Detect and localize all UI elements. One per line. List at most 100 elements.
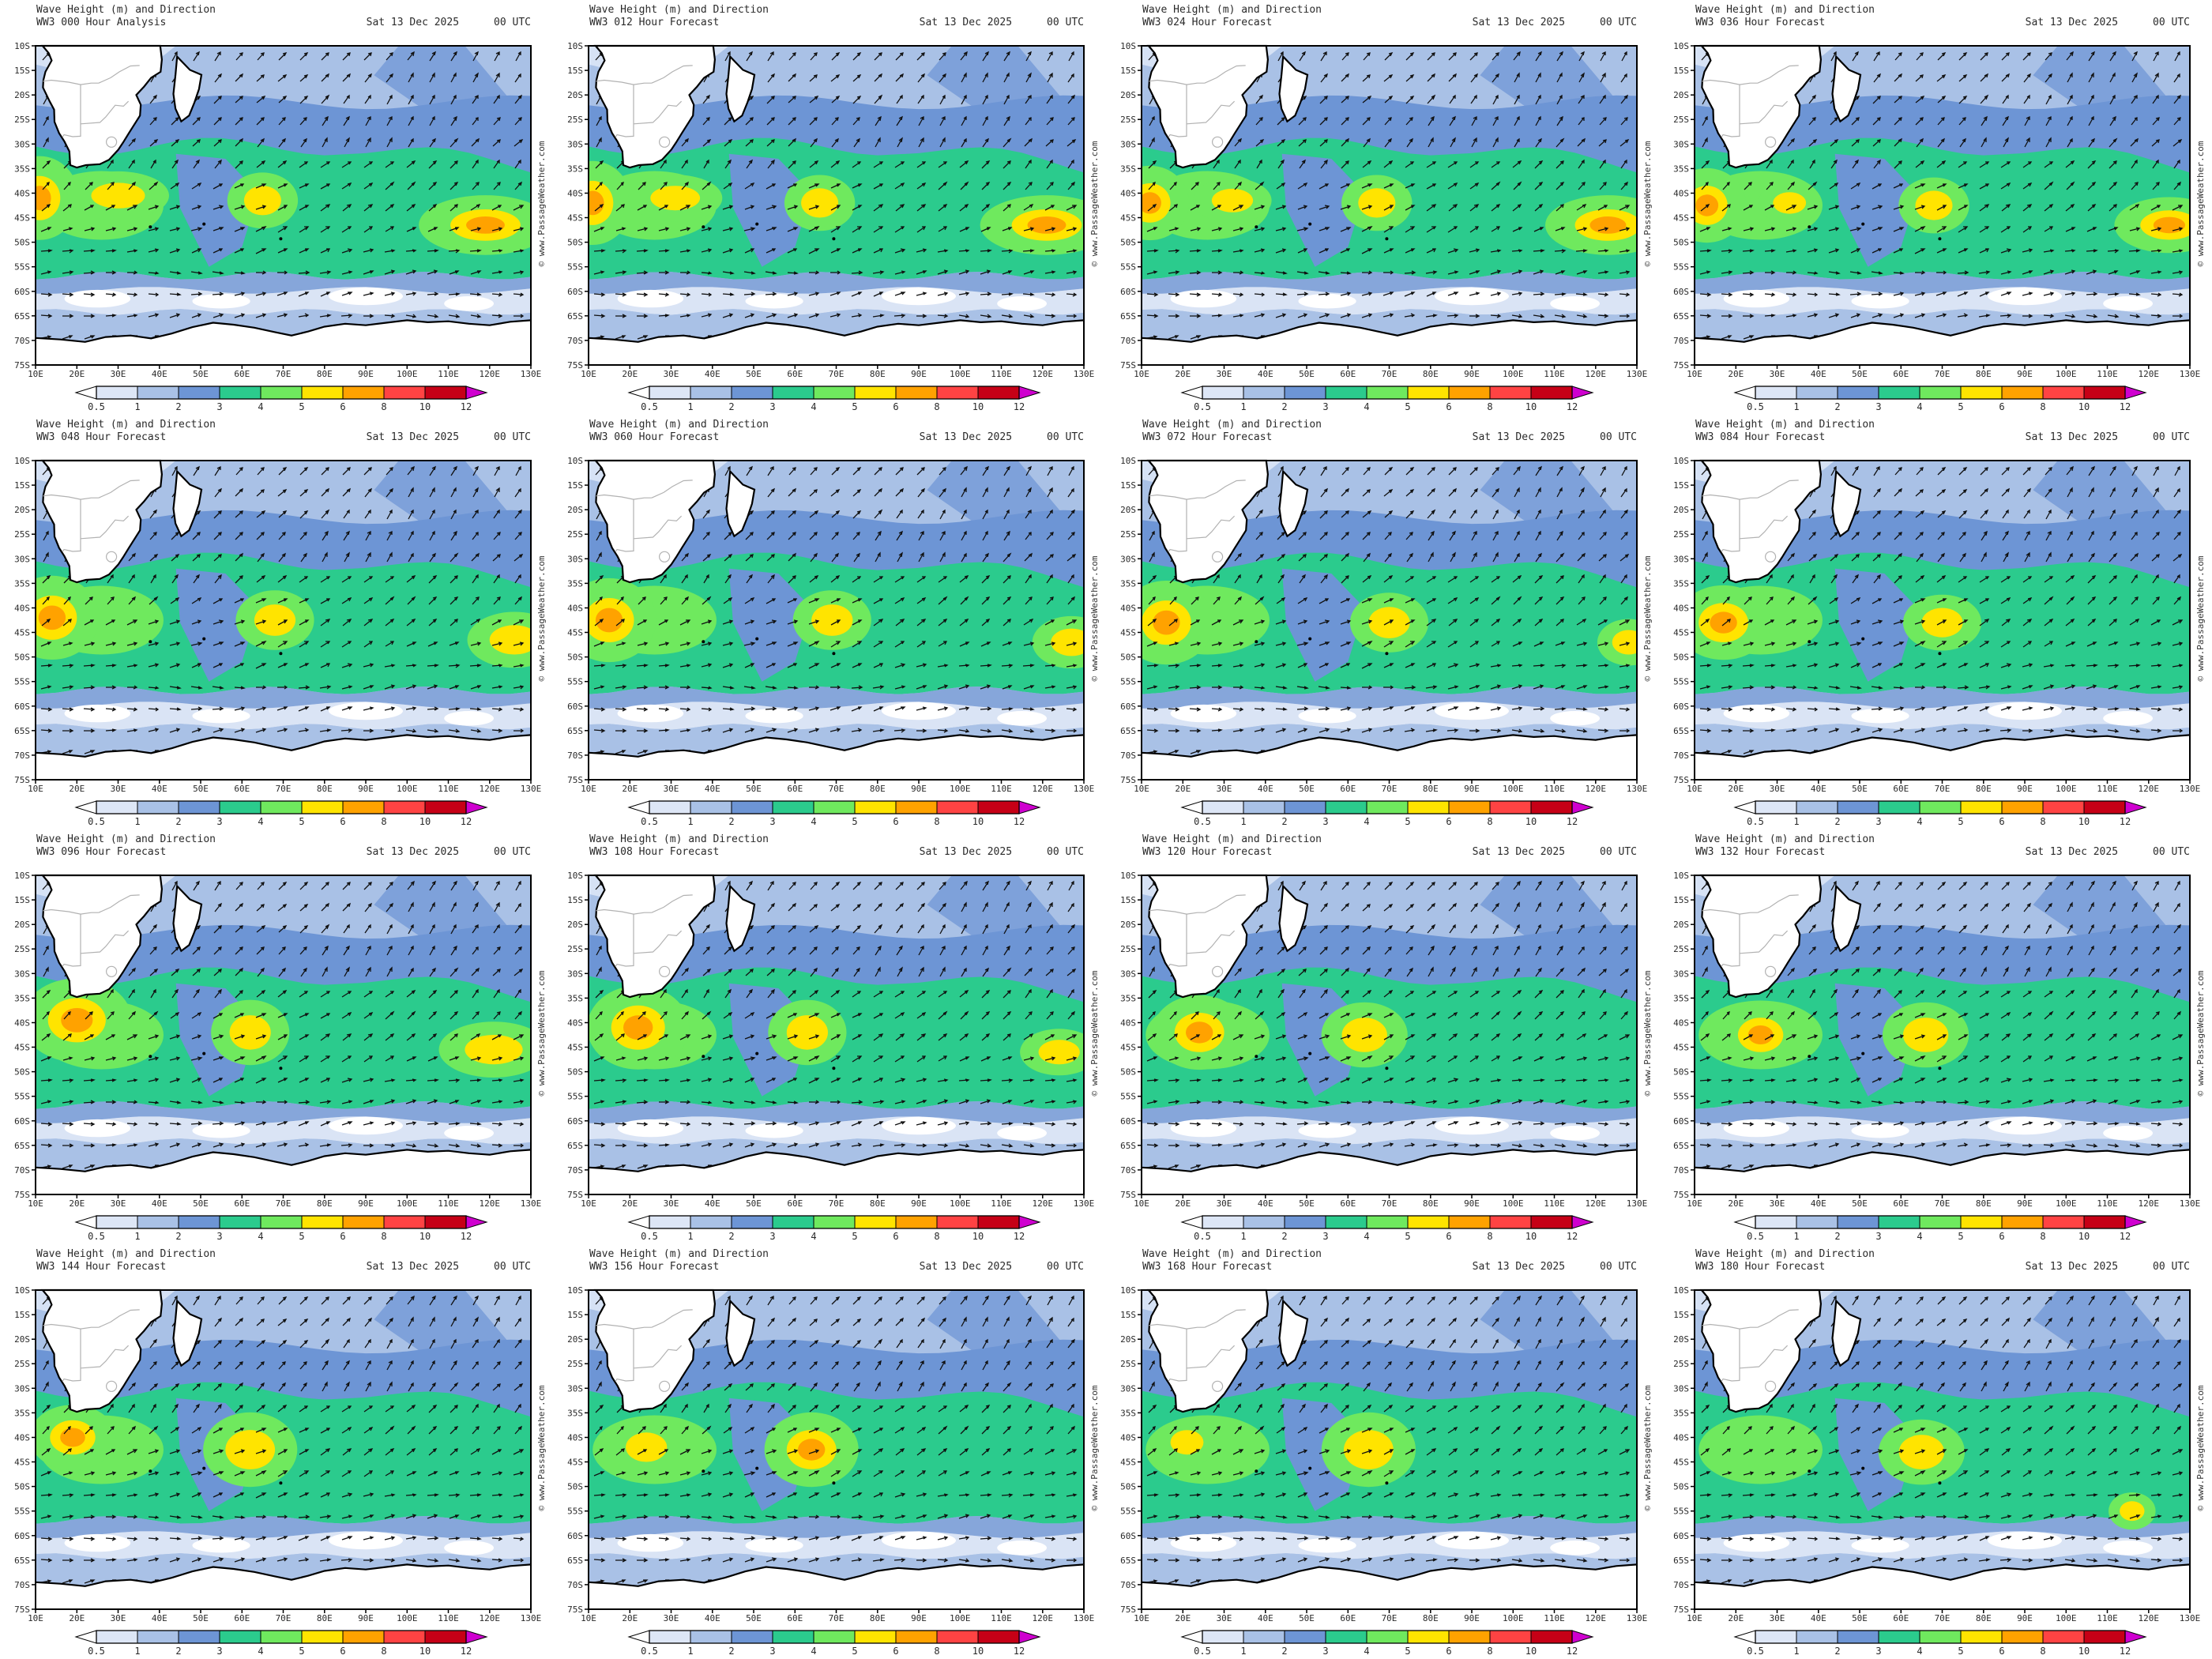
svg-text:60E: 60E	[1340, 369, 1356, 379]
svg-text:4: 4	[1917, 1646, 1922, 1657]
country-border	[651, 1309, 693, 1328]
svg-text:70S: 70S	[14, 1580, 30, 1590]
svg-text:80E: 80E	[317, 1613, 333, 1623]
forecast-hour-label: WW3 084 Hour Forecast	[1695, 431, 1826, 443]
svg-text:4: 4	[258, 816, 263, 827]
storm-blob	[1020, 1029, 1084, 1076]
storm-blob	[36, 575, 100, 660]
svg-text:20S: 20S	[1120, 920, 1136, 930]
country-border	[1186, 1345, 1236, 1369]
svg-text:35S: 35S	[14, 1408, 30, 1418]
country-border	[659, 136, 671, 148]
svg-text:0.5: 0.5	[88, 1646, 105, 1657]
forecast-hour-label: WW3 108 Hour Forecast	[589, 846, 720, 858]
country-border	[1765, 136, 1777, 148]
svg-text:0.5: 0.5	[1194, 401, 1211, 412]
lat-axis-labels: 10S 15S 20S 25S 30S 35S 40S 45S 50S 55S 60S 65S 70S 7…	[1120, 1285, 1142, 1615]
svg-text:50S: 50S	[1120, 1067, 1136, 1078]
svg-text:5: 5	[1958, 1231, 1963, 1242]
svg-text:20S: 20S	[14, 90, 30, 100]
svg-text:110E: 110E	[438, 784, 459, 794]
svg-text:50S: 50S	[1120, 1482, 1136, 1492]
forecast-hour-label: WW3 156 Hour Forecast	[589, 1261, 720, 1273]
land-madagascar	[172, 55, 203, 123]
svg-text:30E: 30E	[1217, 1613, 1232, 1623]
svg-text:90E: 90E	[1464, 1198, 1480, 1209]
forecast-panel: Wave Height (m) and Direction WW3 000 Ho…	[0, 0, 553, 415]
svg-text:10S: 10S	[1120, 41, 1136, 51]
svg-text:60E: 60E	[787, 784, 803, 794]
storm-blob	[67, 171, 169, 220]
land-madagascar	[725, 1299, 756, 1367]
svg-text:40E: 40E	[152, 1198, 167, 1209]
country-border	[106, 551, 118, 562]
svg-text:2: 2	[1834, 1646, 1840, 1657]
svg-text:30S: 30S	[1120, 139, 1136, 149]
lat-axis-labels: 10S 15S 20S 25S 30S 35S 40S 45S 50S 55S 60S 65S 70S 7…	[14, 1285, 36, 1615]
country-border	[1702, 1323, 1758, 1330]
svg-text:10S: 10S	[14, 871, 30, 881]
svg-text:120E: 120E	[480, 369, 501, 379]
svg-text:70S: 70S	[1673, 1580, 1689, 1590]
svg-text:12: 12	[461, 816, 472, 827]
lat-axis-labels: 10S 15S 20S 25S 30S 35S 40S 45S 50S 55S 60S 65S 70S 7…	[14, 41, 36, 371]
svg-text:100E: 100E	[397, 1613, 418, 1623]
country-border	[80, 100, 130, 125]
svg-text:100E: 100E	[1503, 369, 1524, 379]
svg-text:10: 10	[419, 816, 431, 827]
svg-text:75S: 75S	[1120, 775, 1136, 785]
svg-text:20S: 20S	[1120, 90, 1136, 100]
svg-text:15S: 15S	[1120, 480, 1136, 491]
country-border	[1168, 1329, 1187, 1382]
country-border	[1765, 965, 1777, 977]
svg-text:10: 10	[972, 1231, 984, 1242]
svg-text:70S: 70S	[567, 750, 583, 761]
island-dot	[1308, 222, 1312, 226]
svg-text:2: 2	[175, 1231, 181, 1242]
sea-color-field	[589, 1290, 1084, 1609]
wave-height-map: 10S 15S 20S 25S 30S 35S 40S 45S 50S 55S 60S 65S 70S 7…	[14, 1285, 547, 1657]
svg-text:40E: 40E	[1811, 369, 1826, 379]
svg-text:8: 8	[1487, 1231, 1492, 1242]
svg-text:90E: 90E	[1464, 369, 1480, 379]
svg-text:55S: 55S	[1673, 677, 1689, 687]
forecast-time: 00 UTC	[494, 17, 531, 28]
lon-axis-labels: 10E 20E 30E 40E 50E 60E 70E 80E 90E 100E 110E 120E 1…	[1134, 365, 1647, 379]
svg-text:4: 4	[1917, 1231, 1922, 1242]
svg-text:40E: 40E	[1258, 1198, 1273, 1209]
svg-text:80E: 80E	[1423, 1613, 1439, 1623]
svg-text:80E: 80E	[1976, 369, 1992, 379]
svg-text:70S: 70S	[1673, 1165, 1689, 1176]
storm-blob	[438, 1021, 531, 1078]
svg-text:15S: 15S	[567, 480, 583, 491]
svg-text:20E: 20E	[69, 1613, 85, 1623]
svg-text:60S: 60S	[567, 287, 583, 297]
svg-text:60S: 60S	[1120, 1531, 1136, 1541]
svg-text:20S: 20S	[1673, 1334, 1689, 1345]
svg-text:80E: 80E	[1423, 784, 1439, 794]
svg-text:15S: 15S	[1673, 895, 1689, 905]
island-dot	[279, 652, 283, 656]
wave-height-colorbar: 0.5 1 2 3 4 5 6 8 10 12	[1733, 800, 2147, 827]
svg-text:110E: 110E	[2097, 784, 2118, 794]
storm-blob	[792, 590, 871, 650]
svg-text:110E: 110E	[438, 1613, 459, 1623]
country-border	[633, 1345, 683, 1369]
svg-text:20S: 20S	[567, 90, 583, 100]
lat-axis-labels: 10S 15S 20S 25S 30S 35S 40S 45S 50S 55S 60S 65S 70S 7…	[567, 1285, 589, 1615]
storm-blob	[1597, 619, 1637, 666]
island-dot	[202, 1051, 206, 1055]
svg-text:45S: 45S	[1120, 628, 1136, 638]
svg-text:6: 6	[1446, 816, 1451, 827]
svg-text:6: 6	[1999, 1646, 2004, 1657]
land-antarctica	[589, 734, 1084, 780]
svg-text:45S: 45S	[14, 1043, 30, 1053]
svg-text:60S: 60S	[1673, 1531, 1689, 1541]
land-antarctica	[589, 1563, 1084, 1609]
svg-text:30E: 30E	[1770, 784, 1785, 794]
svg-text:20S: 20S	[567, 1334, 583, 1345]
svg-text:80E: 80E	[1976, 784, 1992, 794]
svg-text:130E: 130E	[1074, 1198, 1095, 1209]
svg-text:120E: 120E	[1586, 1613, 1607, 1623]
